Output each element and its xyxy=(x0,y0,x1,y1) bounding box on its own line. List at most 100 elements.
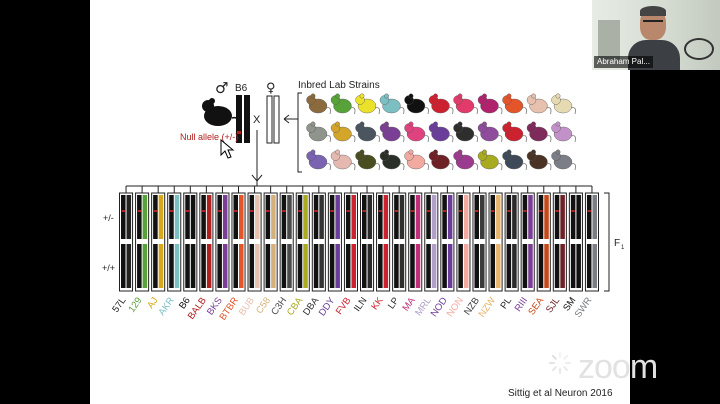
strain-label: 57L xyxy=(110,295,128,314)
strain-label: NON xyxy=(445,295,466,319)
strain-mouse-icon xyxy=(404,149,429,171)
strain-mouse-icon xyxy=(551,149,576,171)
f1-bar-dba xyxy=(311,192,326,292)
f1-bar-aj xyxy=(151,192,166,292)
strain-label: NZW xyxy=(477,295,498,319)
strain-mouse-icon xyxy=(551,93,576,115)
strain-label: C58 xyxy=(254,295,273,316)
zoom-wordmark: zoom xyxy=(578,348,658,386)
strain-mouse-icon xyxy=(526,121,552,143)
f1-bar-bub xyxy=(247,192,262,292)
b6-parent: ♂ B6 Null allele (+/-) xyxy=(180,79,250,159)
strain-label: C3H xyxy=(269,295,289,317)
spinner-tick xyxy=(551,354,558,361)
f1-bar-nzb xyxy=(472,192,487,292)
strain-mouse-icon xyxy=(477,149,503,171)
strain-mouse-icon xyxy=(306,149,331,171)
f1-bracket xyxy=(604,192,610,292)
strain-mouse-icon xyxy=(306,93,331,115)
f1-strain-bars xyxy=(119,192,600,292)
male-symbol: ♂ xyxy=(215,79,228,97)
null-allele-label: Null allele (+/-) xyxy=(180,132,238,142)
strain-label: SWR xyxy=(573,295,595,320)
strain-label: KK xyxy=(369,295,386,312)
strain-label: NOD xyxy=(429,295,450,319)
strain-mouse-icon xyxy=(477,121,503,143)
spinner-tick xyxy=(559,352,561,358)
strain-mouse-icon xyxy=(330,121,356,143)
f1-bar-fvb xyxy=(343,192,358,292)
strain-label: CBA xyxy=(285,295,306,318)
f1-bar-c58 xyxy=(263,192,278,292)
strain-mouse-icon xyxy=(526,149,552,171)
strain-mouse-icon xyxy=(404,93,429,115)
strain-mouse-icon xyxy=(477,93,503,115)
cross-down-arrow xyxy=(251,130,263,182)
strain-mouse-icon xyxy=(306,121,331,143)
strain-label: DBA xyxy=(301,295,322,318)
strain-label: FVB xyxy=(334,295,354,316)
spinner-tick xyxy=(559,368,561,374)
strain-mouse-icon xyxy=(379,93,405,115)
strain-mouse-icon xyxy=(502,149,527,171)
f1-bar-lp xyxy=(392,192,407,292)
bicycle-icon xyxy=(684,38,714,60)
f1-bar-akr xyxy=(167,192,182,292)
strain-label: AKR xyxy=(156,295,176,317)
f1-bar-bks xyxy=(215,192,230,292)
strain-mouse-icon xyxy=(453,93,478,115)
spinner-tick xyxy=(551,365,558,372)
f1-bar-sjl xyxy=(552,192,567,292)
genotype-hom-label: +/+ xyxy=(102,263,115,273)
loading-spinner-icon xyxy=(549,352,571,374)
strain-mouse-icon xyxy=(355,149,380,171)
spinner-tick xyxy=(562,365,569,372)
mouse-cursor-icon xyxy=(220,138,235,159)
spinner-tick xyxy=(565,362,571,364)
strain-mouse-icon xyxy=(453,121,478,143)
strain-label: AJ xyxy=(145,295,161,311)
f1-bar-57l xyxy=(119,192,134,292)
f1-label: F xyxy=(614,238,620,249)
strain-mouse-icon xyxy=(379,149,405,171)
strain-mouse-grid xyxy=(306,93,576,171)
strain-arrow xyxy=(283,114,298,124)
f1-bar-c3h xyxy=(279,192,294,292)
genotype-het-label: +/- xyxy=(103,213,114,223)
b6-label: B6 xyxy=(235,83,248,94)
f1-bar-sm xyxy=(568,192,583,292)
strain-mouse-icon xyxy=(428,149,454,171)
b6-chromosome-left xyxy=(236,95,242,143)
citation: Sittig et al Neuron 2016 xyxy=(508,388,613,399)
participant-name: Abraham Pal... xyxy=(594,56,653,68)
strain-mouse-icon xyxy=(526,93,552,115)
strains-title: Inbred Lab Strains xyxy=(298,80,380,91)
strain-label: B6 xyxy=(177,295,193,311)
strain-label: SEA xyxy=(526,295,546,317)
f1-bar-iln xyxy=(360,192,375,292)
f1-bar-nod xyxy=(440,192,455,292)
strain-label: LP xyxy=(386,295,402,311)
strain-mouse-icon xyxy=(428,121,454,143)
strain-mouse-icon xyxy=(428,93,454,115)
female-chromosome-right xyxy=(273,95,280,144)
f1-bar-nzw xyxy=(488,192,503,292)
spinner-tick xyxy=(549,362,555,364)
b6-chromosome-right xyxy=(244,95,250,143)
null-allele-mark xyxy=(237,131,241,134)
participant-video-tile[interactable]: Abraham Pal... xyxy=(592,0,720,70)
f1-bar-non xyxy=(456,192,471,292)
f1-bar-b6 xyxy=(183,192,198,292)
f1-bar-swr xyxy=(584,192,600,292)
strain-label: ILN xyxy=(352,295,370,314)
strain-mouse-icon xyxy=(502,93,527,115)
female-symbol: ♀ xyxy=(266,81,276,96)
strain-label: PL xyxy=(498,295,514,311)
strain-mouse-icon xyxy=(330,149,356,171)
f1-bar-mrl xyxy=(424,192,439,292)
strain-label: BUB xyxy=(237,295,257,317)
f1-bar-cba xyxy=(295,192,310,292)
